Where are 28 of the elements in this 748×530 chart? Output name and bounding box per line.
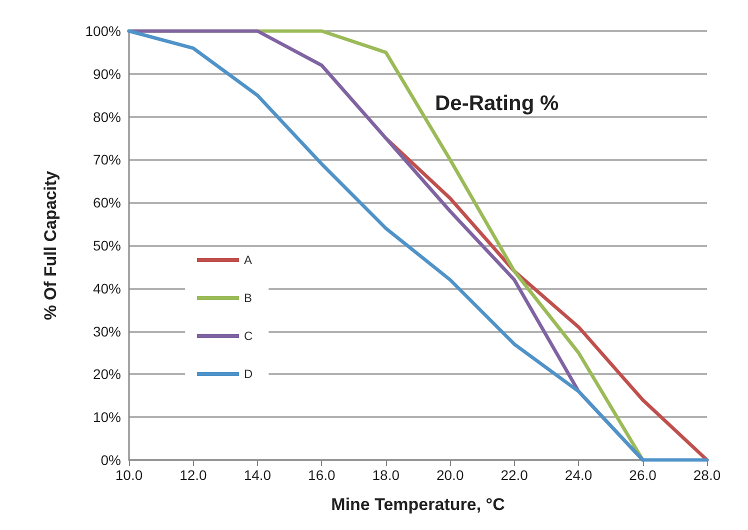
y-tick-label: 90% — [92, 66, 121, 82]
y-tick-label: 70% — [92, 152, 121, 168]
x-tick-label: 26.0 — [629, 467, 657, 483]
x-tick-label: 22.0 — [500, 467, 528, 483]
y-tick-label: 30% — [92, 323, 121, 340]
legend-label: A — [244, 253, 252, 267]
x-tick-label: 24.0 — [564, 467, 592, 483]
y-tick-label: 80% — [92, 108, 121, 125]
y-tick-label: 100% — [85, 23, 121, 39]
legend-label: D — [244, 367, 253, 381]
y-tick-label: 20% — [92, 366, 121, 382]
x-tick-label: 16.0 — [308, 467, 336, 483]
x-tick-label: 18.0 — [372, 467, 400, 483]
x-tick-label: 20.0 — [436, 467, 464, 483]
legend-label: B — [244, 291, 252, 305]
x-tick-label: 10.0 — [115, 467, 143, 483]
x-tick-label: 12.0 — [180, 467, 208, 483]
x-axis-title: Mine Temperature, °C — [331, 495, 505, 514]
y-tick-label: 60% — [92, 194, 121, 211]
y-tick-label: 40% — [92, 280, 121, 296]
y-axis-title: % Of Full Capacity — [41, 170, 60, 320]
text: De-Rating % — [435, 92, 559, 115]
legend-label: C — [244, 329, 253, 343]
y-tick-label: 10% — [92, 409, 121, 426]
x-tick-label: 14.0 — [244, 467, 272, 483]
x-tick-label: 28.0 — [693, 467, 721, 483]
y-tick-label: 0% — [100, 452, 121, 468]
y-tick-label: 50% — [92, 238, 121, 254]
